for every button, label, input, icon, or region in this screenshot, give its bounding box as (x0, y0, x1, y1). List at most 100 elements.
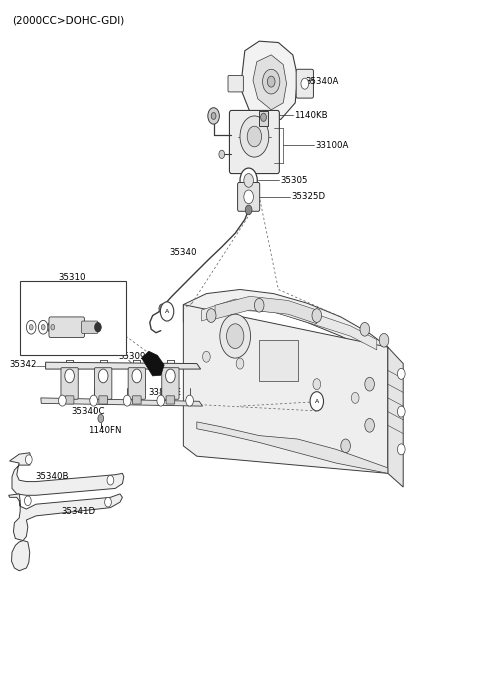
Circle shape (275, 368, 282, 379)
Circle shape (240, 116, 269, 157)
Polygon shape (12, 541, 30, 571)
FancyBboxPatch shape (65, 396, 74, 404)
Circle shape (312, 309, 322, 322)
Bar (259, 340, 298, 381)
Polygon shape (197, 422, 388, 473)
Polygon shape (388, 347, 403, 487)
Text: 35325D: 35325D (292, 192, 326, 202)
Text: (2000CC>DOHC-GDI): (2000CC>DOHC-GDI) (12, 16, 124, 25)
Circle shape (132, 369, 142, 383)
Text: 1140KB: 1140KB (294, 110, 327, 120)
Bar (20, 281, 126, 355)
Circle shape (51, 324, 55, 330)
Circle shape (360, 322, 370, 336)
Text: 35341D: 35341D (61, 506, 96, 516)
Circle shape (29, 324, 33, 330)
FancyBboxPatch shape (128, 368, 145, 399)
Circle shape (397, 368, 405, 379)
Circle shape (157, 395, 165, 406)
Text: 35312K: 35312K (36, 287, 69, 296)
Circle shape (186, 395, 193, 406)
Circle shape (166, 369, 175, 383)
Circle shape (123, 395, 131, 406)
Circle shape (59, 395, 66, 406)
Polygon shape (215, 296, 317, 324)
FancyBboxPatch shape (162, 368, 179, 399)
Circle shape (38, 320, 48, 334)
Circle shape (90, 395, 97, 406)
Polygon shape (253, 55, 287, 110)
Circle shape (107, 475, 114, 485)
Circle shape (261, 113, 266, 121)
Text: 33100A: 33100A (316, 141, 349, 150)
Circle shape (341, 439, 350, 453)
Circle shape (26, 320, 36, 334)
Circle shape (397, 444, 405, 455)
Text: 35340A: 35340A (305, 77, 339, 86)
FancyBboxPatch shape (228, 75, 243, 92)
Polygon shape (142, 351, 164, 376)
Circle shape (310, 392, 324, 411)
Circle shape (379, 333, 389, 347)
Polygon shape (202, 299, 377, 350)
Circle shape (206, 309, 216, 322)
Text: 35340B: 35340B (35, 472, 69, 482)
Circle shape (301, 78, 309, 89)
Bar (259, 111, 268, 126)
Circle shape (351, 392, 359, 403)
Text: 35309: 35309 (119, 352, 146, 362)
FancyBboxPatch shape (82, 321, 98, 333)
Circle shape (160, 302, 174, 321)
FancyBboxPatch shape (61, 368, 78, 399)
Circle shape (41, 324, 45, 330)
Circle shape (236, 358, 244, 369)
Text: 1140FN: 1140FN (88, 426, 121, 436)
Polygon shape (41, 398, 203, 406)
Circle shape (244, 190, 253, 204)
Polygon shape (241, 41, 298, 121)
Text: 35342: 35342 (10, 360, 37, 370)
Circle shape (24, 496, 31, 506)
Circle shape (211, 113, 216, 119)
Circle shape (397, 406, 405, 417)
Circle shape (220, 314, 251, 358)
FancyBboxPatch shape (238, 182, 260, 211)
Circle shape (227, 324, 244, 348)
Circle shape (263, 69, 280, 94)
Polygon shape (46, 362, 201, 369)
Circle shape (208, 108, 219, 124)
Circle shape (65, 369, 74, 383)
FancyBboxPatch shape (95, 368, 112, 399)
Circle shape (203, 351, 210, 362)
Polygon shape (183, 289, 388, 362)
Text: A: A (315, 399, 319, 404)
FancyBboxPatch shape (49, 317, 84, 338)
Text: A: A (165, 309, 169, 314)
FancyBboxPatch shape (99, 396, 108, 404)
Text: 35340C: 35340C (71, 407, 105, 416)
Polygon shape (10, 453, 124, 495)
Text: 33815E: 33815E (149, 388, 182, 397)
FancyBboxPatch shape (132, 396, 141, 404)
Circle shape (25, 455, 32, 464)
Polygon shape (9, 494, 122, 541)
Circle shape (159, 304, 166, 314)
Circle shape (48, 320, 58, 334)
Circle shape (365, 377, 374, 391)
Text: 35340: 35340 (169, 248, 196, 257)
FancyBboxPatch shape (166, 396, 175, 404)
Circle shape (95, 322, 101, 332)
Circle shape (313, 379, 321, 390)
Circle shape (244, 174, 253, 187)
Text: 35310: 35310 (59, 272, 86, 282)
Polygon shape (183, 305, 388, 473)
Circle shape (247, 126, 262, 147)
FancyBboxPatch shape (296, 69, 313, 98)
Text: 35305: 35305 (281, 176, 308, 185)
Circle shape (98, 414, 104, 423)
FancyBboxPatch shape (229, 110, 279, 174)
Circle shape (98, 369, 108, 383)
Circle shape (245, 205, 252, 215)
Circle shape (365, 418, 374, 432)
Circle shape (219, 150, 225, 158)
